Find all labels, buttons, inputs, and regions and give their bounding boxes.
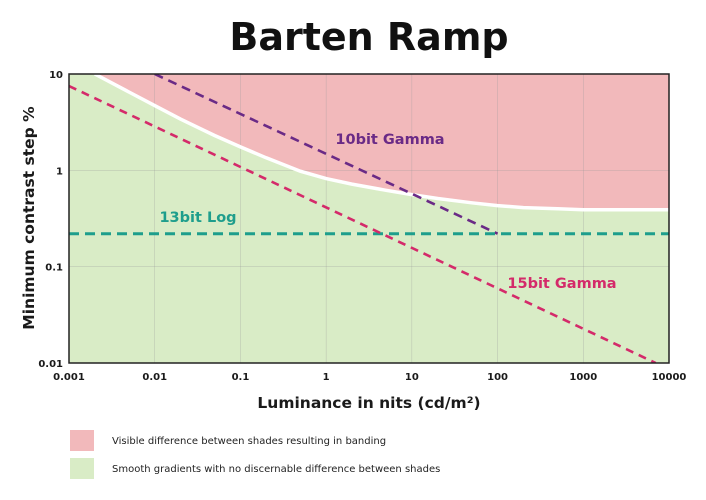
barten-boundary-line bbox=[93, 74, 669, 212]
y-tick-label: 0.1 bbox=[45, 263, 63, 274]
series-label-10bit-gamma: 10bit Gamma bbox=[335, 132, 444, 148]
legend: Visible difference between shades result… bbox=[70, 430, 440, 479]
plot-area bbox=[69, 74, 669, 363]
series-lines bbox=[69, 74, 669, 363]
banding-region bbox=[69, 74, 669, 210]
x-axis-label: Luminance in nits (cd/m²) bbox=[257, 394, 480, 412]
series-label-15bit-gamma: 15bit Gamma bbox=[507, 276, 616, 292]
legend-label-smooth: Smooth gradients with no discernable dif… bbox=[112, 464, 440, 475]
series-line-10bit-gamma bbox=[154, 74, 499, 235]
x-tick-label: 0.01 bbox=[142, 372, 167, 383]
y-axis-ticks: 0.01 0.1 1 10 bbox=[38, 70, 63, 370]
x-tick-label: 0.1 bbox=[232, 372, 250, 383]
series-line-15bit-gamma bbox=[69, 84, 657, 363]
y-tick-label: 1 bbox=[56, 166, 63, 177]
y-axis-label: Minimum contrast step % bbox=[20, 106, 38, 330]
grid-lines bbox=[69, 74, 669, 363]
x-tick-label: 1000 bbox=[569, 372, 597, 383]
legend-swatch-banding bbox=[70, 430, 94, 451]
x-tick-label: 0.001 bbox=[53, 372, 85, 383]
legend-label-banding: Visible difference between shades result… bbox=[112, 436, 386, 447]
x-tick-label: 10 bbox=[405, 372, 419, 383]
x-tick-label: 1 bbox=[323, 372, 330, 383]
y-tick-label: 10 bbox=[49, 70, 63, 81]
y-tick-label: 0.01 bbox=[38, 359, 63, 370]
x-tick-label: 100 bbox=[487, 372, 508, 383]
legend-swatch-smooth bbox=[70, 458, 94, 479]
x-axis-ticks: 0.001 0.01 0.1 1 10 100 1000 10000 bbox=[53, 372, 686, 383]
plot-frame bbox=[68, 73, 670, 364]
series-label-13bit-log: 13bit Log bbox=[159, 210, 236, 226]
x-tick-label: 10000 bbox=[652, 372, 687, 383]
chart-title: Barten Ramp bbox=[229, 15, 508, 59]
